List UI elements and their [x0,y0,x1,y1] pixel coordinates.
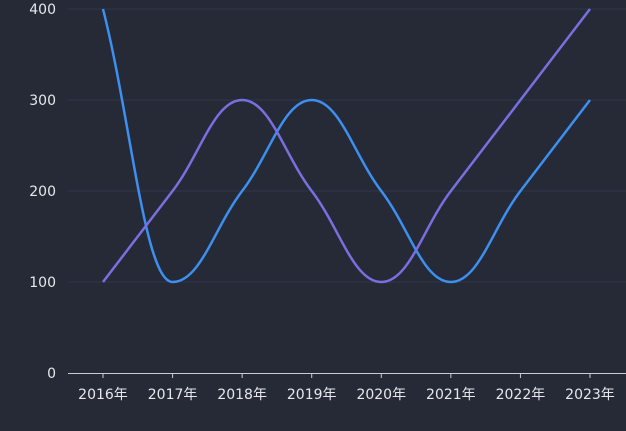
y-tick-label: 0 [47,366,56,382]
x-tick-label: 2023年 [565,387,615,403]
y-tick-label: 200 [29,184,56,200]
y-tick-label: 400 [29,2,56,18]
grid-lines [68,8,626,283]
x-tick-label: 2021年 [426,387,476,403]
series-line-1 [101,8,591,284]
y-axis: 0 100 200 300 400 [29,2,56,382]
x-tick-label: 2020年 [356,387,406,403]
x-tick-label: 2019年 [287,387,337,403]
series-line-2 [102,8,591,284]
x-tick-label: 2017年 [148,387,198,403]
x-tick-label: 2016年 [78,387,128,403]
series-lines [101,8,591,284]
y-tick-label: 100 [29,275,56,291]
y-tick-label: 300 [29,93,56,109]
x-tick-label: 2022年 [496,387,546,403]
x-tick-label: 2018年 [217,387,267,403]
x-axis: 2016年 2017年 2018年 2019年 2020年 2021年 2022年 2023年 [68,373,626,403]
